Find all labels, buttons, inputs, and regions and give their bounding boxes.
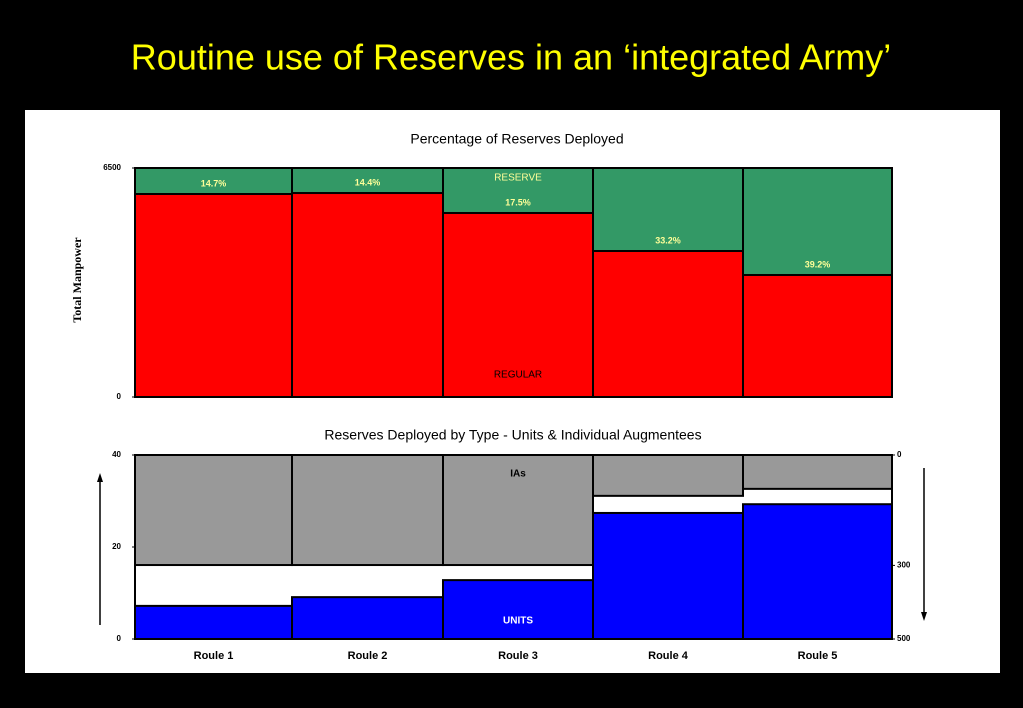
bar: [291, 454, 444, 567]
x-tick-label: Roule 2: [348, 650, 388, 662]
y-axis-label: Total Manpower: [70, 237, 84, 323]
data-label: 33.2%: [655, 235, 681, 245]
chart-title: Percentage of Reserves Deployed: [410, 131, 623, 147]
x-tick-label: Roule 3: [498, 650, 538, 662]
chart-title: Reserves Deployed by Type - Units & Indi…: [324, 427, 701, 443]
y-tick-label: 20: [112, 542, 121, 551]
data-label: 14.7%: [201, 178, 227, 188]
bar: [742, 273, 893, 398]
y-tick-label: 0: [117, 634, 122, 643]
bar: [291, 596, 444, 641]
bar: [742, 454, 893, 490]
bar: [592, 454, 744, 497]
y2-tick-label: 0: [897, 450, 902, 459]
arrow-head: [97, 473, 103, 482]
bar: [134, 454, 293, 567]
y2-tick-label: 500: [897, 634, 911, 643]
bar: [442, 454, 594, 567]
bar: [592, 167, 744, 253]
x-tick-label: Roule 4: [648, 650, 689, 662]
data-label: 14.4%: [355, 177, 381, 187]
series-label: RESERVE: [494, 173, 542, 184]
series-label: IAs: [510, 469, 526, 480]
bar: [291, 192, 444, 398]
bar: [134, 604, 293, 641]
bar: [442, 167, 594, 214]
x-tick-label: Roule 5: [798, 650, 838, 662]
y2-tick-label: 300: [897, 561, 911, 570]
bar: [442, 579, 594, 640]
series-label: REGULAR: [494, 370, 542, 381]
data-label: 39.2%: [805, 259, 831, 269]
y-tick-label: 40: [112, 450, 121, 459]
y-tick-label: 6500: [103, 163, 121, 172]
slide-title: Routine use of Reserves in an ‘integrate…: [131, 37, 891, 78]
bar: [742, 167, 893, 276]
bar: [134, 167, 293, 196]
x-tick-label: Roule 1: [194, 650, 234, 662]
data-label: 17.5%: [505, 197, 531, 207]
bar: [134, 193, 293, 398]
bar: [742, 503, 893, 640]
arrow-head: [921, 612, 927, 621]
series-label: UNITS: [503, 616, 533, 627]
y-tick-label: 0: [117, 392, 122, 401]
bar: [592, 511, 744, 641]
bar: [592, 250, 744, 398]
